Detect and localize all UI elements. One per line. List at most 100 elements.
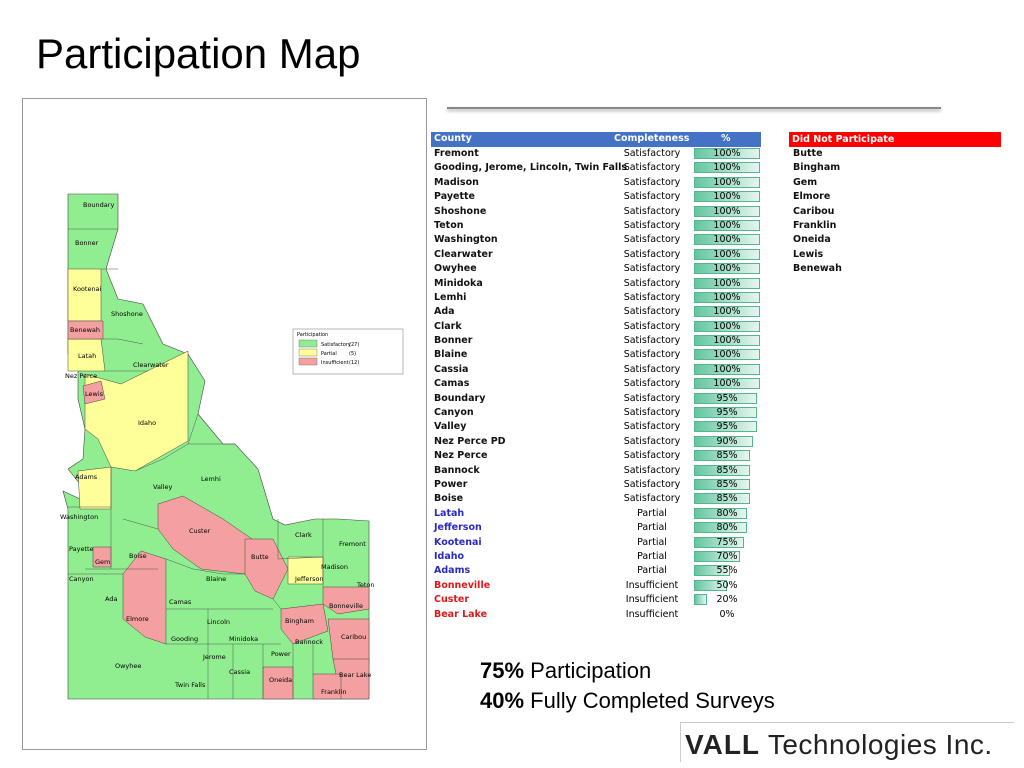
county-labels: Boundary Bonner Kootenai Shoshone Benewah Lat…: [60, 201, 375, 696]
table-row: Madison Satisfactory 100%: [431, 176, 761, 190]
percent-value: 85%: [716, 478, 738, 490]
county-label: Power: [271, 650, 291, 658]
table-row: Jefferson Partial 80%: [431, 521, 761, 535]
table-row: Adams Partial 55%: [431, 564, 761, 578]
county-name: Fremont: [434, 148, 479, 159]
legend-swatch-partial: [298, 348, 318, 357]
county-name: Valley: [434, 421, 467, 433]
table-row: Valley Satisfactory 95%: [431, 420, 761, 434]
region-lewis: [82, 380, 106, 405]
percent-value: 80%: [716, 507, 738, 519]
completeness-bar: [694, 291, 760, 303]
county-label: Elmore: [126, 615, 149, 623]
county-label: Blaine: [206, 575, 226, 583]
completeness-status: Satisfactory: [623, 421, 681, 433]
table-row: Custer Insufficient 20%: [431, 593, 761, 607]
county-label: Madison: [321, 563, 348, 571]
region-bingham: [280, 603, 329, 645]
county-label: Lewis: [85, 390, 104, 398]
percent-value: 100%: [713, 335, 741, 347]
table-row: Latah Partial 80%: [431, 507, 761, 521]
completeness-bar: [694, 536, 744, 548]
completeness-bar: [694, 378, 760, 390]
county-name: Bonneville: [434, 579, 491, 591]
completeness-status: Insufficient: [625, 579, 679, 591]
legend-title: Participation: [297, 332, 328, 338]
county-label: Idaho: [138, 419, 156, 427]
county-name: Camas: [434, 378, 470, 390]
did-not-participate-item: Bingham: [793, 162, 841, 174]
county-name: Jefferson: [434, 522, 482, 534]
completeness-bar: [694, 550, 741, 562]
county-label: Ada: [105, 595, 117, 603]
completeness-bar: [694, 435, 754, 447]
county-label: Bonneville: [329, 602, 363, 610]
percent-value: 100%: [713, 263, 741, 275]
completeness-status: Satisfactory: [623, 263, 681, 275]
completeness-status: Satisfactory: [623, 392, 681, 404]
map-svg: Participation Satisfactory (27) Partial …: [60, 193, 404, 700]
percent-value: 100%: [713, 219, 741, 231]
completeness-status: Satisfactory: [623, 335, 681, 347]
completeness-status: Satisfactory: [623, 435, 681, 447]
completeness-bar: [694, 565, 731, 577]
stat-participation: 75% Participation: [480, 656, 775, 686]
percent-value: 100%: [713, 148, 741, 159]
completeness-bar: [694, 263, 760, 275]
county-name: Canyon: [434, 407, 474, 419]
county-label: Oneida: [269, 676, 292, 684]
percent-value: 85%: [716, 450, 738, 462]
percent-value: 0%: [719, 608, 735, 620]
completeness-status: Satisfactory: [623, 378, 681, 390]
completeness-status: Satisfactory: [623, 363, 681, 375]
table-row: Lemhi Satisfactory 100%: [431, 291, 761, 305]
percent-value: 95%: [716, 392, 738, 404]
county-name: Madison: [434, 176, 479, 188]
did-not-participate-item: Benewah: [793, 263, 842, 275]
completeness-bar: [694, 148, 760, 159]
completeness-bar: [694, 335, 760, 347]
percent-value: 100%: [713, 277, 741, 289]
completeness-bar: [694, 248, 760, 260]
did-not-participate-item: Caribou: [793, 205, 835, 217]
logo-part2: Technologies Inc.: [767, 729, 993, 760]
did-not-participate-list: Did Not Participate Butte Bingham Gem Elmor…: [789, 132, 1001, 277]
completeness-status: Satisfactory: [623, 277, 681, 289]
completeness-status: Partial: [637, 565, 667, 577]
completeness-bar: [694, 349, 760, 361]
completeness-status: Satisfactory: [623, 205, 681, 217]
table-row: Bear Lake Insufficient 0%: [431, 608, 761, 622]
summary-stats: 75% Participation 40% Fully Completed Su…: [480, 656, 775, 716]
percent-value: 100%: [713, 378, 741, 390]
table-row: Clark Satisfactory 100%: [431, 320, 761, 334]
county-label: Bingham: [285, 617, 314, 625]
percent-value: 100%: [713, 162, 741, 174]
table-row: Kootenai Partial 75%: [431, 536, 761, 550]
completeness-bar: [694, 579, 727, 591]
county-name: Teton: [434, 219, 464, 231]
percent-value: 20%: [716, 594, 738, 606]
percent-value: 100%: [713, 363, 741, 375]
header-completeness: Completeness: [614, 133, 690, 144]
completeness-status: Satisfactory: [623, 291, 681, 303]
legend-count-partial: (5): [349, 351, 356, 357]
completeness-status: Satisfactory: [623, 248, 681, 260]
table-row: Canyon Satisfactory 95%: [431, 406, 761, 420]
legend-count-satisfactory: (27): [349, 342, 359, 348]
completeness-status: Satisfactory: [623, 464, 681, 476]
stat-value: 40%: [480, 688, 525, 713]
table-row: Teton Satisfactory 100%: [431, 219, 761, 233]
region-franklin: [312, 673, 342, 700]
stat-label: Fully Completed Surveys: [530, 688, 775, 713]
completeness-bar: [694, 407, 757, 419]
county-name: Cassia: [434, 363, 469, 375]
completeness-bar: [694, 219, 760, 231]
stat-completed: 40% Fully Completed Surveys: [480, 686, 775, 716]
percent-value: 100%: [713, 191, 741, 203]
percent-value: 75%: [716, 536, 738, 548]
table-row: Nez Perce PD Satisfactory 90%: [431, 435, 761, 449]
logo-text: VALL Technologies Inc.: [685, 729, 993, 761]
legend-swatch-satisfactory: [298, 339, 318, 348]
county-label: Benewah: [70, 326, 100, 334]
stat-value: 75%: [480, 658, 525, 683]
